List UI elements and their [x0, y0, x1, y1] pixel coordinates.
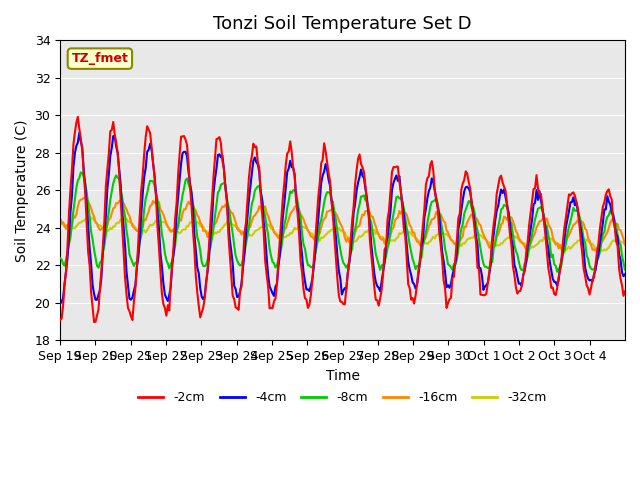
X-axis label: Time: Time [326, 369, 360, 383]
Text: TZ_fmet: TZ_fmet [72, 52, 129, 65]
Title: Tonzi Soil Temperature Set D: Tonzi Soil Temperature Set D [213, 15, 472, 33]
Y-axis label: Soil Temperature (C): Soil Temperature (C) [15, 119, 29, 262]
Legend: -2cm, -4cm, -8cm, -16cm, -32cm: -2cm, -4cm, -8cm, -16cm, -32cm [133, 386, 552, 409]
